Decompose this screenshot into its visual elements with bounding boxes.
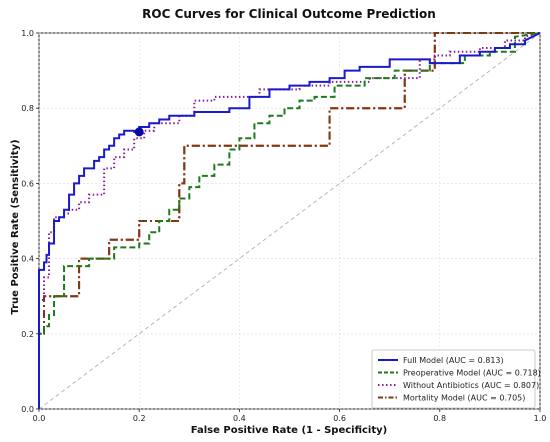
x-tick-label: 1.0 xyxy=(534,414,547,423)
plot-area xyxy=(38,32,541,410)
legend: Full Model (AUC = 0.813) Preoperative Mod… xyxy=(371,349,541,409)
series-line-1 xyxy=(38,32,541,409)
x-tick-label: 0.4 xyxy=(233,414,246,423)
legend-box xyxy=(371,349,536,409)
y-tick-label: 0.0 xyxy=(21,405,34,414)
x-tick-label: 0.6 xyxy=(333,414,346,423)
optimal-threshold-point xyxy=(134,127,144,137)
y-tick-label: 0.4 xyxy=(21,255,34,264)
axis-ticks: 0.0 0.2 0.4 0.6 0.8 1.0 0.0 0.2 0.4 0.6 0.8 1.0 xyxy=(21,29,546,423)
chart-title: ROC Curves for Clinical Outcome Predicti… xyxy=(142,7,436,21)
legend-label-3: Mortality Model (AUC = 0.705) xyxy=(403,394,525,403)
y-axis-title: True Positive Rate (Sensitivity) xyxy=(10,139,21,314)
x-tick-label: 0.8 xyxy=(433,414,446,423)
x-tick-label: 0.0 xyxy=(33,414,46,423)
plot-frame xyxy=(38,32,541,410)
y-tick-label: 1.0 xyxy=(21,29,34,38)
y-tick-label: 0.6 xyxy=(21,179,34,188)
legend-label-0: Full Model (AUC = 0.813) xyxy=(403,356,504,365)
legend-label-2: Without Antibiotics (AUC = 0.807) xyxy=(403,381,539,390)
x-tick-label: 0.2 xyxy=(133,414,146,423)
y-tick-label: 0.8 xyxy=(21,104,34,113)
y-tick-label: 0.2 xyxy=(21,330,34,339)
x-axis-title: False Positive Rate (1 - Specificity) xyxy=(191,425,387,436)
legend-label-1: Preoperative Model (AUC = 0.718) xyxy=(403,369,541,378)
series-line-0 xyxy=(38,32,541,409)
